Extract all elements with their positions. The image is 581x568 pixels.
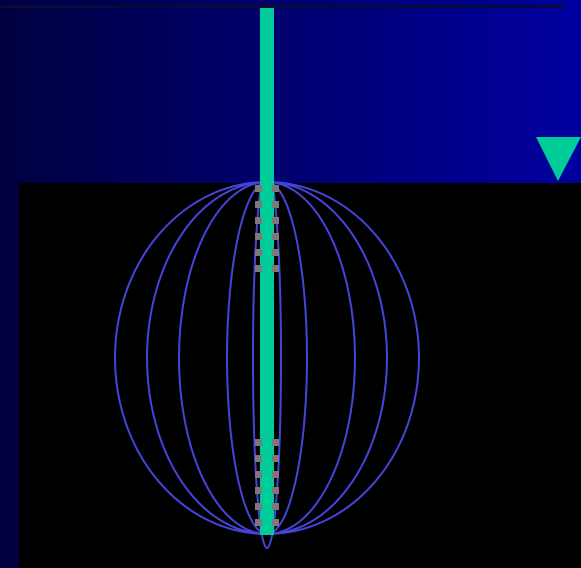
tick-marks-lower <box>255 439 279 526</box>
tick-mark-right <box>272 201 279 208</box>
tick-mark-left <box>255 519 262 526</box>
tick-mark-left <box>255 185 262 192</box>
tick-mark-left <box>255 439 262 446</box>
tick-mark-left <box>255 455 262 462</box>
tick-mark-right <box>272 503 279 510</box>
tick-mark-right <box>272 217 279 224</box>
tick-mark-right <box>272 439 279 446</box>
tick-mark-left <box>255 249 262 256</box>
vertical-shaft <box>260 8 274 535</box>
tick-mark-right <box>272 265 279 272</box>
tick-mark-right <box>272 455 279 462</box>
tick-mark-left <box>255 233 262 240</box>
down-triangle-icon <box>536 137 581 181</box>
tick-mark-left <box>255 265 262 272</box>
tick-mark-right <box>272 487 279 494</box>
tick-mark-right <box>272 519 279 526</box>
tick-mark-left <box>255 201 262 208</box>
tick-mark-left <box>255 471 262 478</box>
tick-mark-left <box>255 217 262 224</box>
tick-mark-left <box>255 487 262 494</box>
tick-mark-right <box>272 233 279 240</box>
tick-mark-right <box>272 249 279 256</box>
tick-marks-upper <box>255 185 279 272</box>
tick-mark-right <box>272 185 279 192</box>
tick-mark-left <box>255 503 262 510</box>
tick-mark-right <box>272 471 279 478</box>
dark-panel <box>19 183 581 568</box>
top-line <box>0 5 565 8</box>
